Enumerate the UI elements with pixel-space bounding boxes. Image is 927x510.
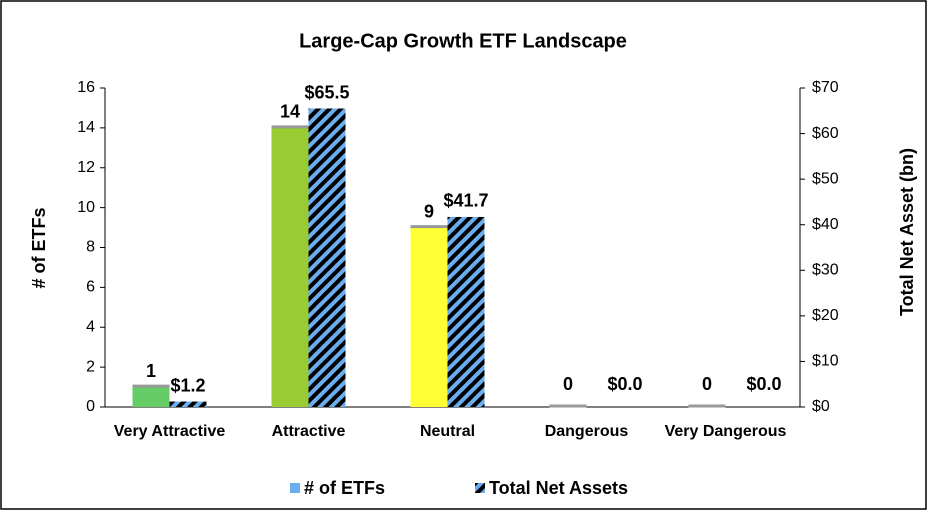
y-tick-label: 12 [77,159,95,176]
legend-label: Total Net Assets [489,478,628,498]
data-label: $0.0 [607,374,642,394]
chart-title: Large-Cap Growth ETF Landscape [299,30,627,52]
y-tick-label: 2 [86,358,95,375]
y-tick-label: 14 [77,119,95,136]
x-tick-label: Very Attractive [114,423,226,440]
bar [169,401,207,407]
y2-tick-label: $40 [812,216,839,233]
y-tick-label: 16 [77,79,95,96]
y2-tick-label: $0 [812,398,830,415]
y-tick-label: 0 [86,398,95,415]
x-tick-label: Attractive [272,423,346,440]
legend-label: # of ETFs [304,478,385,498]
data-label: $65.5 [304,82,349,102]
y2-tick-label: $50 [812,170,839,187]
bar [410,227,448,407]
data-label: 0 [563,374,573,394]
y-tick-label: 8 [86,239,95,256]
y2-tick-label: $60 [812,125,839,142]
y2-tick-label: $70 [812,79,839,96]
data-label: $41.7 [443,191,488,211]
x-tick-label: Neutral [420,423,475,440]
data-label: 1 [146,361,156,381]
y-axis-title: # of ETFs [29,207,49,288]
y-tick-label: 10 [77,199,95,216]
x-tick-label: Very Dangerous [665,423,787,440]
y2-tick-label: $10 [812,353,839,370]
bar [271,127,309,407]
bar [308,108,346,407]
y-tick-label: 6 [86,279,95,296]
data-label: 14 [280,102,300,122]
x-tick-label: Dangerous [545,423,629,440]
y2-tick-label: $30 [812,262,839,279]
y2-axis-title: Total Net Asset (bn) [897,148,917,316]
data-label: $0.0 [746,374,781,394]
bar [447,216,485,407]
data-label: 9 [424,201,434,221]
legend-swatch [475,483,485,493]
legend-swatch [290,483,300,493]
data-label: $1.2 [170,375,205,395]
bar [132,387,170,407]
data-label: 0 [702,374,712,394]
y-tick-label: 4 [86,318,95,335]
y2-tick-label: $20 [812,307,839,324]
